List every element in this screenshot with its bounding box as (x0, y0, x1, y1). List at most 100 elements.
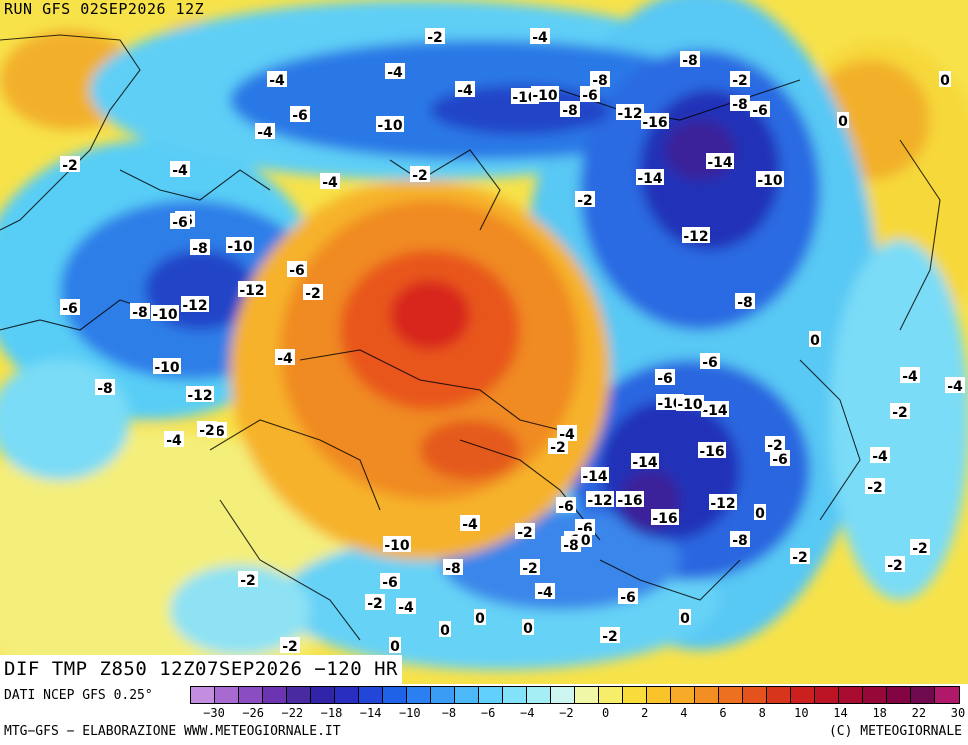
colorbar (190, 686, 960, 704)
anomaly-label: -8 (443, 559, 463, 577)
anomaly-label: -2 (865, 478, 885, 496)
colorbar-tick-label: 2 (641, 706, 649, 720)
anomaly-label: -4 (164, 431, 184, 449)
svg-text:0: 0 (390, 639, 400, 655)
anomaly-label: -8 (680, 51, 700, 69)
svg-text:-2: -2 (522, 561, 538, 577)
anomaly-label: -2 (515, 523, 535, 541)
anomaly-label: -2 (548, 438, 568, 456)
svg-text:-4: -4 (947, 379, 963, 395)
anomaly-label: -12 (186, 386, 214, 404)
svg-text:-8: -8 (732, 97, 748, 113)
anomaly-label: -2 (280, 637, 300, 655)
svg-text:-2: -2 (517, 525, 533, 541)
anomaly-label: 0 (939, 71, 951, 89)
anomaly-label: 0 (679, 609, 691, 627)
svg-text:-4: -4 (387, 65, 403, 81)
anomaly-label: -4 (275, 349, 295, 367)
svg-text:-2: -2 (62, 158, 78, 174)
colorbar-cell (671, 687, 695, 703)
anomaly-label: -4 (320, 173, 340, 191)
anomaly-label: -6 (655, 369, 675, 387)
svg-text:-12: -12 (182, 298, 207, 314)
anomaly-label: -2 (765, 436, 785, 454)
anomaly-label: -6 (290, 106, 310, 124)
svg-text:-10: -10 (152, 307, 178, 323)
anomaly-label: -4 (530, 28, 550, 46)
anomaly-label: -10 (676, 395, 704, 413)
svg-text:-2: -2 (305, 286, 321, 302)
colorbar-tick-label: −8 (441, 706, 457, 720)
anomaly-label: -12 (616, 104, 644, 122)
anomaly-label: -2 (410, 166, 430, 184)
anomaly-label: -6 (60, 299, 80, 317)
anomaly-field (0, 0, 968, 684)
colorbar-tick-label: 10 (794, 706, 809, 720)
data-source: DATI NCEP GFS 0.25° (4, 688, 153, 703)
svg-text:-4: -4 (322, 175, 338, 191)
anomaly-label: -10 (531, 86, 559, 104)
svg-text:-2: -2 (602, 629, 618, 645)
colorbar-cell (647, 687, 671, 703)
anomaly-label: 0 (754, 504, 766, 522)
colorbar-tick-label: −26 (242, 706, 264, 720)
svg-text:-6: -6 (289, 263, 305, 279)
colorbar-cell (551, 687, 575, 703)
colorbar-tick-label: 14 (833, 706, 848, 720)
colorbar-tick-label: −6 (480, 706, 496, 720)
svg-text:-6: -6 (558, 499, 574, 515)
map-panel: -2-4-8-4-2-4-4-8-2-4-4-6-2-6-10-10-8-6-1… (0, 0, 968, 684)
svg-text:-2: -2 (577, 193, 593, 209)
anomaly-label: -10 (376, 116, 404, 134)
svg-text:-4: -4 (398, 600, 414, 616)
svg-text:-6: -6 (62, 301, 78, 317)
svg-text:0: 0 (680, 611, 690, 627)
svg-text:-14: -14 (582, 469, 608, 485)
anomaly-label: -16 (651, 509, 679, 527)
colorbar-cell (191, 687, 215, 703)
colorbar-cell (767, 687, 791, 703)
anomaly-label: -6 (580, 86, 600, 104)
svg-text:-16: -16 (652, 511, 677, 527)
anomaly-label: -4 (267, 71, 287, 89)
svg-text:-14: -14 (707, 155, 733, 171)
anomaly-label: -2 (238, 571, 258, 589)
svg-text:-4: -4 (872, 449, 888, 465)
svg-text:-6: -6 (752, 103, 768, 119)
colorbar-cell (503, 687, 527, 703)
svg-text:-4: -4 (166, 433, 182, 449)
anomaly-label: -16 (641, 113, 669, 131)
svg-text:0: 0 (440, 623, 450, 639)
colorbar-tick-label: 18 (872, 706, 887, 720)
anomaly-label: -12 (586, 491, 614, 509)
svg-text:-12: -12 (239, 283, 264, 299)
anomaly-label: -4 (900, 367, 920, 385)
anomaly-label: -2 (365, 594, 385, 612)
anomaly-label: -2 (303, 284, 323, 302)
svg-text:-2: -2 (732, 73, 748, 89)
anomaly-label: -4 (945, 377, 965, 395)
anomaly-label: -4 (460, 515, 480, 533)
anomaly-label: -10 (383, 536, 411, 554)
anomaly-label: -10 (153, 358, 181, 376)
temperature-anomaly-map: -2-4-8-4-2-4-4-8-2-4-4-6-2-6-10-10-8-6-1… (0, 0, 968, 684)
svg-text:-14: -14 (637, 171, 663, 187)
svg-text:-4: -4 (172, 163, 188, 179)
credit-left: MTG−GFS − ELABORAZIONE WWW.METEOGIORNALE… (4, 724, 341, 739)
colorbar-tick-label: −18 (320, 706, 343, 720)
anomaly-label: -8 (561, 536, 581, 554)
svg-text:-2: -2 (892, 405, 908, 421)
svg-text:-14: -14 (632, 455, 658, 471)
colorbar-cell (911, 687, 935, 703)
legend-footer: DATI NCEP GFS 0.25° −30 −26 −22 −18 −14 −10 −8… (0, 684, 968, 745)
colorbar-cell (599, 687, 623, 703)
svg-text:-10: -10 (384, 538, 410, 554)
anomaly-label: -14 (581, 467, 609, 485)
svg-text:-8: -8 (97, 381, 113, 397)
svg-text:-2: -2 (767, 438, 783, 454)
svg-text:0: 0 (755, 506, 765, 522)
svg-text:-10: -10 (377, 118, 403, 134)
colorbar-tick-label: −4 (520, 706, 535, 720)
anomaly-label: -2 (60, 156, 80, 174)
anomaly-label: -2 (730, 71, 750, 89)
